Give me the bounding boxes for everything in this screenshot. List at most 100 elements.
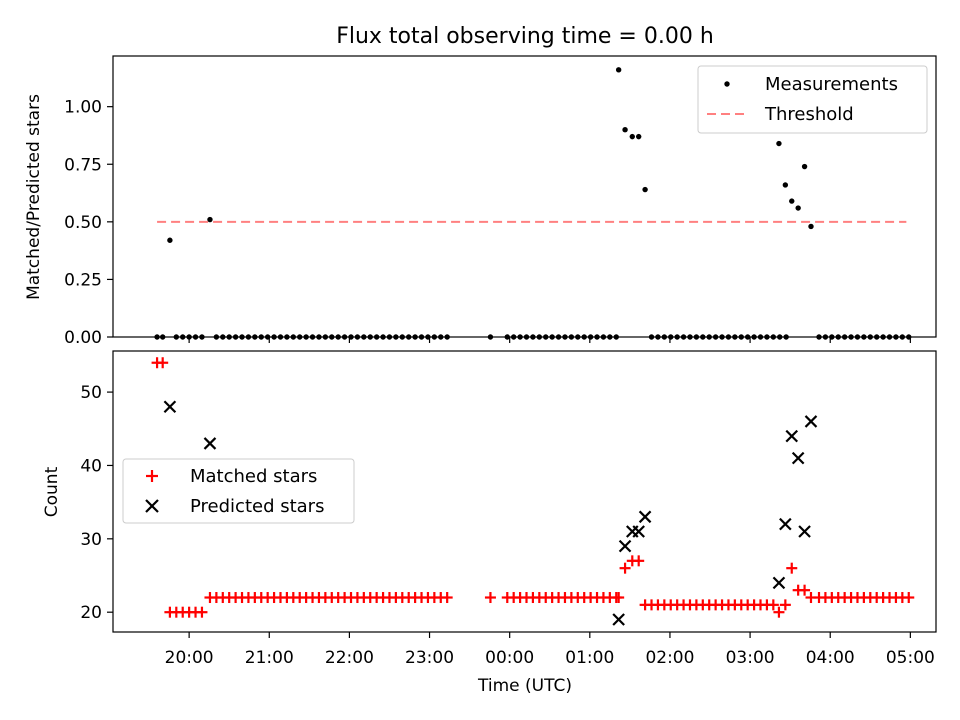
measurement-point <box>399 334 405 340</box>
measurement-point <box>367 334 373 340</box>
measurement-point <box>159 334 166 340</box>
measurement-point <box>245 334 252 340</box>
measurement-point <box>180 334 186 340</box>
x-tick-label: 05:00 <box>886 648 935 668</box>
measurement-point <box>297 334 303 340</box>
measurement-point <box>594 334 600 340</box>
measurement-point <box>258 334 264 340</box>
measurement-point <box>725 334 732 340</box>
measurement-point <box>335 334 341 340</box>
measurement-point <box>770 334 777 340</box>
predicted-star-point <box>203 437 217 450</box>
measurement-point <box>329 334 335 340</box>
bottom-y-tick-label: 40 <box>80 456 102 476</box>
measurement-point <box>886 334 893 340</box>
predicted-star-point <box>163 400 177 414</box>
legend-predicted-marker <box>145 499 159 513</box>
measurement-point <box>642 186 648 193</box>
measurement-point <box>661 334 668 340</box>
measurement-point <box>316 334 322 340</box>
measurement-point <box>789 198 795 204</box>
measurement-point <box>226 334 232 340</box>
bottom-y-tick-label: 50 <box>80 383 102 403</box>
measurement-point <box>549 334 555 340</box>
measurement-point <box>568 334 575 340</box>
measurement-point <box>154 334 160 340</box>
measurement-points <box>154 67 912 340</box>
measurement-point <box>873 334 880 340</box>
matched-star-point <box>767 599 779 611</box>
top-y-tick-label: 0.75 <box>64 155 102 175</box>
matched-star-point <box>779 599 791 611</box>
measurement-point <box>207 216 213 223</box>
bottom-y-tick-label: 20 <box>80 603 102 623</box>
matched-star-point <box>903 592 915 604</box>
matched-star-point <box>613 592 625 604</box>
measurement-point <box>622 127 628 133</box>
predicted-star-point <box>618 539 632 553</box>
measurement-point <box>523 334 530 340</box>
predicted-star-point <box>779 517 792 531</box>
predicted-star-point <box>785 429 799 443</box>
measurement-point <box>783 334 789 340</box>
measurement-point <box>782 182 789 188</box>
matched-star-point <box>484 592 496 604</box>
legend-measurements-label: Measurements <box>765 74 898 95</box>
bottom-y-ticks: 20 30 40 50 <box>80 383 113 623</box>
measurement-point <box>848 334 854 340</box>
measurement-point <box>444 334 450 340</box>
measurement-point <box>719 334 725 340</box>
top-legend-box <box>697 65 928 134</box>
x-tick-label: 20:00 <box>165 648 214 668</box>
measurement-point <box>687 334 693 340</box>
measurement-point <box>239 334 245 340</box>
measurement-point <box>536 334 543 340</box>
measurement-point <box>555 334 562 340</box>
measurement-point <box>220 334 226 340</box>
measurement-point <box>562 334 568 340</box>
measurement-point <box>906 334 912 340</box>
measurement-point <box>322 334 329 340</box>
measurement-point <box>867 334 873 340</box>
measurement-point <box>635 133 642 140</box>
matched-star-point <box>799 584 811 596</box>
measurement-point <box>575 334 581 340</box>
measurement-point <box>777 334 783 340</box>
legend-threshold-label: Threshold <box>764 104 854 125</box>
bottom-legend: Matched stars Predicted stars <box>122 458 355 524</box>
measurement-point <box>373 334 380 340</box>
measurement-point <box>893 334 899 340</box>
top-y-axis-label: Matched/Predicted stars <box>24 94 44 300</box>
top-y-ticks: 0.00 0.25 0.50 0.75 1.00 <box>64 98 113 348</box>
legend-measurement-marker <box>724 81 730 87</box>
measurement-point <box>264 334 271 340</box>
matched-star-point <box>773 606 785 618</box>
measurement-point <box>732 334 738 340</box>
predicted-star-point <box>772 576 786 590</box>
chart-title: Flux total observing time = 0.00 h <box>336 24 714 49</box>
x-tick-label: 00:00 <box>485 648 534 668</box>
measurement-point <box>899 334 906 340</box>
measurement-point <box>309 334 316 340</box>
measurement-point <box>680 334 687 340</box>
top-y-tick-label: 1.00 <box>64 98 102 118</box>
bottom-y-axis-label: Count <box>42 466 62 517</box>
measurement-point <box>393 334 399 340</box>
bottom-legend-box <box>122 458 355 524</box>
matched-star-point <box>786 562 798 574</box>
x-tick-label: 22:00 <box>325 648 374 668</box>
measurement-point <box>232 334 239 340</box>
matched-star-point <box>441 592 453 604</box>
bottom-panel: 20 30 40 50 20:00 21:00 22:00 23:00 00:00 01:00 0… <box>42 350 937 696</box>
measurement-point <box>880 334 886 340</box>
legend-predicted-label: Predicted stars <box>190 496 324 517</box>
measurement-point <box>674 334 680 340</box>
measurement-point <box>795 205 801 211</box>
matched-star-point <box>196 606 208 618</box>
measurement-point <box>808 223 814 230</box>
measurement-point <box>712 334 719 340</box>
measurement-point <box>751 334 757 340</box>
measurement-point <box>581 334 587 340</box>
top-legend: Measurements Threshold <box>697 65 928 134</box>
top-panel: 0.00 0.25 0.50 0.75 1.00 Matched/Predicted s… <box>24 55 937 348</box>
